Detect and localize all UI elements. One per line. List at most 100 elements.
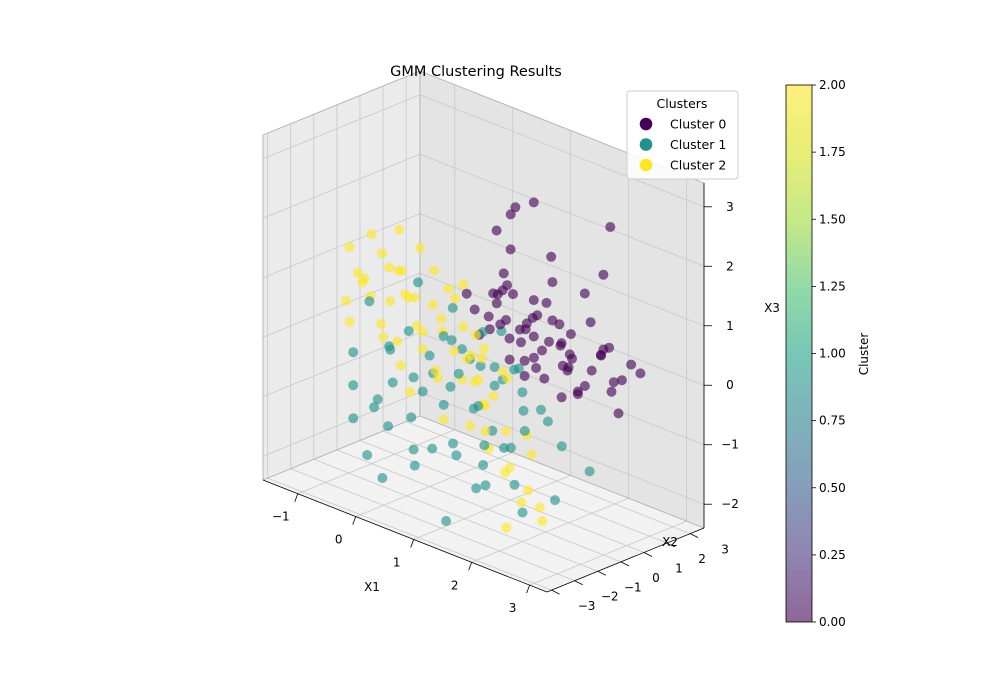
point-cluster-1 (448, 438, 458, 449)
point-cluster-1 (408, 372, 419, 383)
point-cluster-0 (527, 312, 538, 323)
x-tick-label: 2 (451, 578, 459, 592)
colorbar-tick-label: 0.00 (819, 615, 846, 629)
point-cluster-0 (572, 386, 583, 397)
colorbar-ticks: 0.00 0.25 0.50 0.75 1.00 1.25 1.50 1.75 2.00 (812, 78, 846, 629)
x-tick-mark (526, 585, 530, 594)
point-cluster-2 (526, 449, 537, 460)
x-axis-line (262, 479, 548, 593)
y-axis-label: X2 (662, 535, 678, 549)
axes-edges (262, 70, 705, 593)
point-cluster-1 (550, 495, 560, 506)
point-cluster-0 (579, 288, 590, 299)
x-tick-label: 0 (335, 533, 343, 547)
y-tick-label: 3 (721, 543, 729, 557)
gridline-z-sidewall (419, 94, 705, 208)
x-tick-mark (294, 493, 299, 502)
legend-entry-cluster-0: Cluster 0 (670, 117, 726, 132)
point-cluster-1 (499, 443, 509, 453)
point-cluster-2 (465, 420, 476, 431)
point-cluster-0 (605, 222, 616, 232)
point-cluster-1 (584, 466, 595, 477)
point-cluster-2 (480, 426, 491, 436)
point-cluster-0 (483, 311, 494, 322)
point-cluster-1 (348, 380, 359, 391)
point-cluster-1 (489, 362, 500, 373)
point-cluster-2 (378, 332, 389, 343)
point-cluster-1 (480, 480, 491, 491)
axes-panes (263, 71, 704, 592)
point-cluster-2 (392, 336, 403, 347)
point-cluster-0 (635, 368, 646, 379)
gridline-z-backwall (262, 153, 421, 219)
point-cluster-2 (344, 242, 355, 253)
point-cluster-1 (479, 440, 490, 451)
point-cluster-1 (384, 341, 395, 352)
point-cluster-2 (341, 295, 352, 306)
point-cluster-1 (364, 296, 375, 307)
point-cluster-1 (468, 403, 479, 414)
colorbar-label: Cluster (857, 333, 871, 376)
point-cluster-1 (475, 361, 486, 371)
point-cluster-0 (497, 285, 508, 296)
colorbar-tick-label: 0.25 (819, 548, 846, 562)
point-cluster-1 (438, 399, 449, 410)
y-axis-line (546, 527, 705, 593)
gridline-z-backwall (262, 391, 421, 457)
colorbar-gradient (786, 85, 812, 622)
point-cluster-0 (613, 408, 624, 419)
point-cluster-2 (500, 467, 511, 478)
z-tick-label: 2 (726, 259, 734, 273)
legend-marker-cluster-0 (639, 117, 653, 131)
point-cluster-2 (443, 283, 454, 294)
y-tick-label: 2 (698, 552, 706, 566)
point-cluster-0 (510, 202, 521, 213)
point-cluster-0 (616, 375, 627, 386)
point-cluster-1 (438, 331, 449, 342)
legend-entry-cluster-1: Cluster 1 (670, 137, 726, 152)
point-cluster-1 (427, 443, 438, 454)
point-cluster-2 (501, 522, 512, 533)
point-cluster-0 (469, 304, 480, 315)
point-cluster-2 (405, 387, 415, 397)
pane-edge (262, 415, 421, 481)
z-tick-label: 1 (726, 319, 734, 333)
point-cluster-0 (516, 337, 526, 348)
point-cluster-0 (488, 288, 499, 299)
gridline-y-floor (359, 440, 645, 553)
gridline-x-floor (413, 475, 571, 540)
point-cluster-0 (504, 333, 515, 344)
point-cluster-0 (505, 244, 516, 255)
point-cluster-0 (495, 319, 506, 330)
point-cluster-0 (539, 373, 550, 384)
x-tick-mark (352, 516, 357, 525)
y-tick-label: 0 (652, 571, 660, 585)
point-cluster-0 (598, 269, 609, 280)
y-tick-label: 1 (675, 562, 683, 576)
point-cluster-0 (491, 225, 502, 236)
point-cluster-2 (428, 299, 438, 310)
point-cluster-2 (476, 353, 487, 364)
point-cluster-2 (415, 243, 426, 254)
point-cluster-2 (473, 374, 484, 385)
gridline-x-floor (529, 520, 687, 586)
point-cluster-0 (519, 371, 530, 381)
point-cluster-1 (471, 483, 482, 494)
point-cluster-1 (441, 516, 452, 526)
point-cluster-1 (348, 413, 359, 424)
point-cluster-0 (556, 392, 567, 403)
point-cluster-1 (478, 460, 489, 470)
point-cluster-1 (447, 302, 458, 313)
point-cluster-1 (446, 335, 457, 346)
point-cluster-1 (445, 381, 456, 392)
point-cluster-2 (458, 321, 469, 332)
pane-floor (263, 416, 704, 592)
point-cluster-0 (505, 209, 516, 220)
point-cluster-0 (461, 288, 472, 299)
point-cluster-0 (537, 345, 547, 356)
gridline-y-floor (290, 468, 575, 582)
point-cluster-0 (508, 289, 518, 300)
gridline-z-sidewall (419, 153, 705, 267)
gridline-z-backwall (262, 272, 421, 338)
